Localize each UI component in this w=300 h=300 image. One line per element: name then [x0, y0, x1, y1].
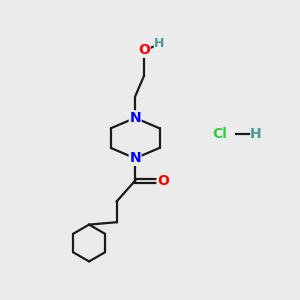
Text: H: H [154, 37, 165, 50]
Text: O: O [157, 174, 169, 188]
Text: H: H [250, 127, 261, 141]
Text: N: N [129, 111, 141, 125]
Text: O: O [138, 43, 150, 57]
Text: N: N [129, 151, 141, 165]
Text: Cl: Cl [212, 127, 227, 141]
